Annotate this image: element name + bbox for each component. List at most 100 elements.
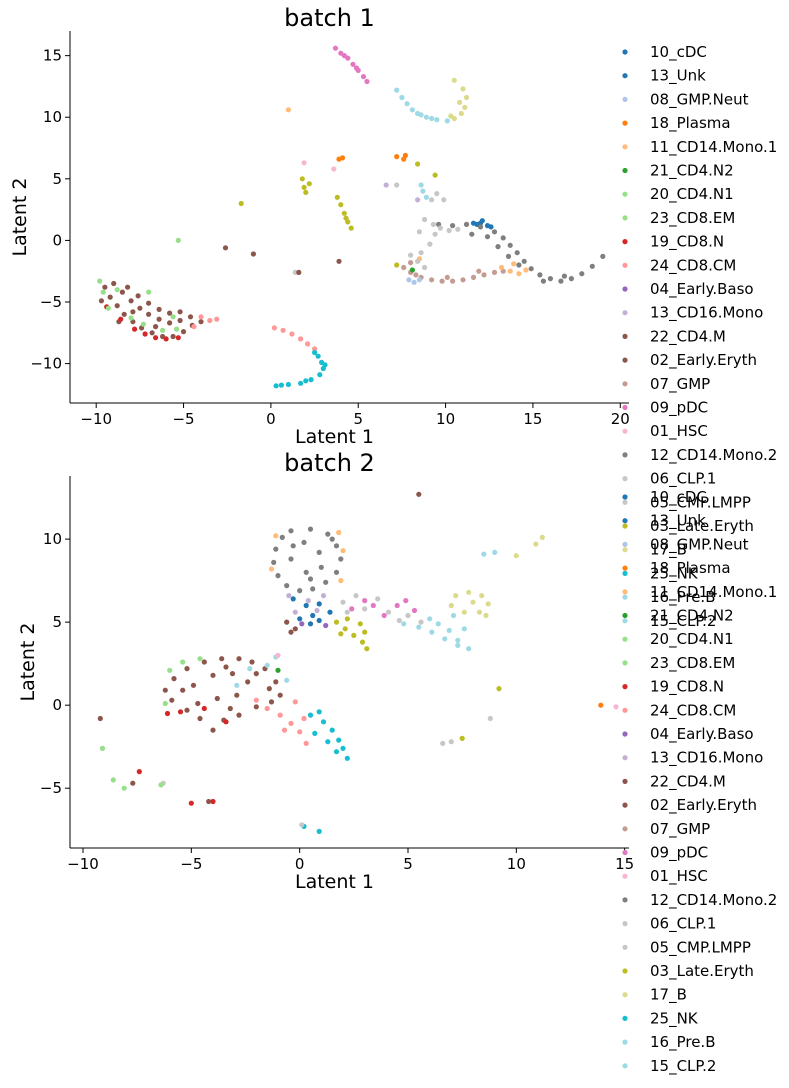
data-point (177, 309, 183, 315)
legend-label: 22_CD4.M (650, 327, 726, 346)
legend-marker (622, 1063, 628, 1069)
data-point (288, 528, 294, 534)
legend-marker (622, 707, 628, 713)
data-point (210, 798, 216, 805)
data-point (184, 707, 190, 713)
data-point (278, 382, 284, 388)
data-point (128, 315, 134, 321)
data-point (99, 745, 106, 752)
data-point (457, 99, 463, 105)
legend-label: 15_CLP.2 (650, 612, 716, 631)
data-point (214, 695, 220, 702)
legend-marker (622, 310, 628, 316)
data-point (434, 191, 440, 197)
data-point (432, 231, 438, 237)
data-point (156, 306, 162, 312)
data-point (169, 697, 175, 703)
data-point (444, 274, 450, 280)
data-point (448, 602, 454, 609)
legend-label: 20_CD4.N1 (650, 185, 734, 204)
data-point (336, 737, 342, 743)
data-point (360, 74, 367, 80)
y-tick-label: −5 (40, 779, 62, 797)
data-point (349, 606, 355, 612)
data-point (119, 289, 125, 295)
y-tick-label: −10 (30, 355, 62, 373)
data-point (273, 533, 279, 539)
data-point (381, 612, 387, 619)
legend-label: 11_CD14.Mono.1 (650, 583, 777, 602)
legend-label: 10_cDC (650, 488, 707, 507)
legend-marker (622, 589, 628, 595)
legend-marker (622, 494, 628, 500)
data-point (344, 609, 350, 615)
data-point (418, 182, 424, 188)
x-tick-label: −5 (180, 855, 202, 873)
data-point (460, 86, 466, 92)
data-point (476, 268, 482, 274)
legend-label: 24_CD8.CM (650, 701, 736, 720)
data-point (589, 263, 595, 269)
legend-marker (622, 1015, 628, 1022)
data-point (249, 659, 255, 665)
legend-marker (622, 636, 628, 642)
data-point (446, 227, 452, 234)
data-point (458, 110, 464, 117)
chart-title: batch 1 (284, 4, 375, 32)
data-point (479, 593, 485, 599)
x-axis-label: Latent 1 (295, 871, 374, 893)
data-point (325, 531, 331, 537)
legend-marker (622, 381, 628, 387)
data-point (316, 617, 322, 624)
data-point (316, 828, 322, 835)
data-point (362, 629, 368, 635)
legend-marker (622, 684, 628, 690)
data-point (364, 78, 370, 85)
data-point (329, 536, 335, 542)
legend-marker (622, 191, 628, 197)
data-point (177, 317, 183, 324)
x-tick-label: 15 (523, 410, 542, 428)
data-point (158, 782, 164, 788)
data-point (498, 264, 505, 271)
data-point (340, 745, 346, 752)
scatter-panel-2: −10 −5 0 5 10 15 −5 0 5 10 batch 2 Latent 1 Latent 2… (17, 449, 777, 1076)
data-point (162, 687, 168, 693)
data-point (336, 258, 342, 264)
data-point (284, 677, 290, 683)
data-point (539, 534, 545, 541)
legend-marker (622, 73, 628, 79)
data-point (359, 639, 366, 645)
x-tick-label: 10 (507, 855, 526, 873)
data-point (264, 705, 270, 712)
legend-marker (622, 660, 628, 666)
data-point (403, 598, 409, 604)
data-point (338, 631, 344, 637)
data-point (439, 278, 445, 284)
legend-marker (622, 849, 628, 856)
data-point (418, 619, 424, 625)
data-point (177, 709, 184, 715)
y-tick-label: 0 (52, 696, 62, 714)
data-point (477, 220, 484, 226)
data-point (312, 349, 318, 356)
legend-label: 08_GMP.Neut (650, 535, 749, 554)
legend-marker (622, 286, 628, 292)
x-tick-label: 5 (353, 410, 363, 428)
data-point (245, 679, 251, 685)
data-point (422, 216, 428, 223)
legend-marker (622, 167, 628, 174)
legend-marker (622, 49, 628, 55)
legend-marker (622, 547, 628, 553)
data-point (427, 241, 433, 247)
data-point (114, 303, 120, 309)
data-point (303, 189, 309, 195)
data-point (514, 250, 520, 256)
data-point (271, 325, 277, 331)
data-point (334, 194, 340, 200)
data-point (198, 314, 204, 320)
legend-label: 25_NK (650, 564, 699, 583)
data-point (317, 372, 323, 378)
data-point (146, 300, 152, 306)
data-point (461, 609, 467, 615)
